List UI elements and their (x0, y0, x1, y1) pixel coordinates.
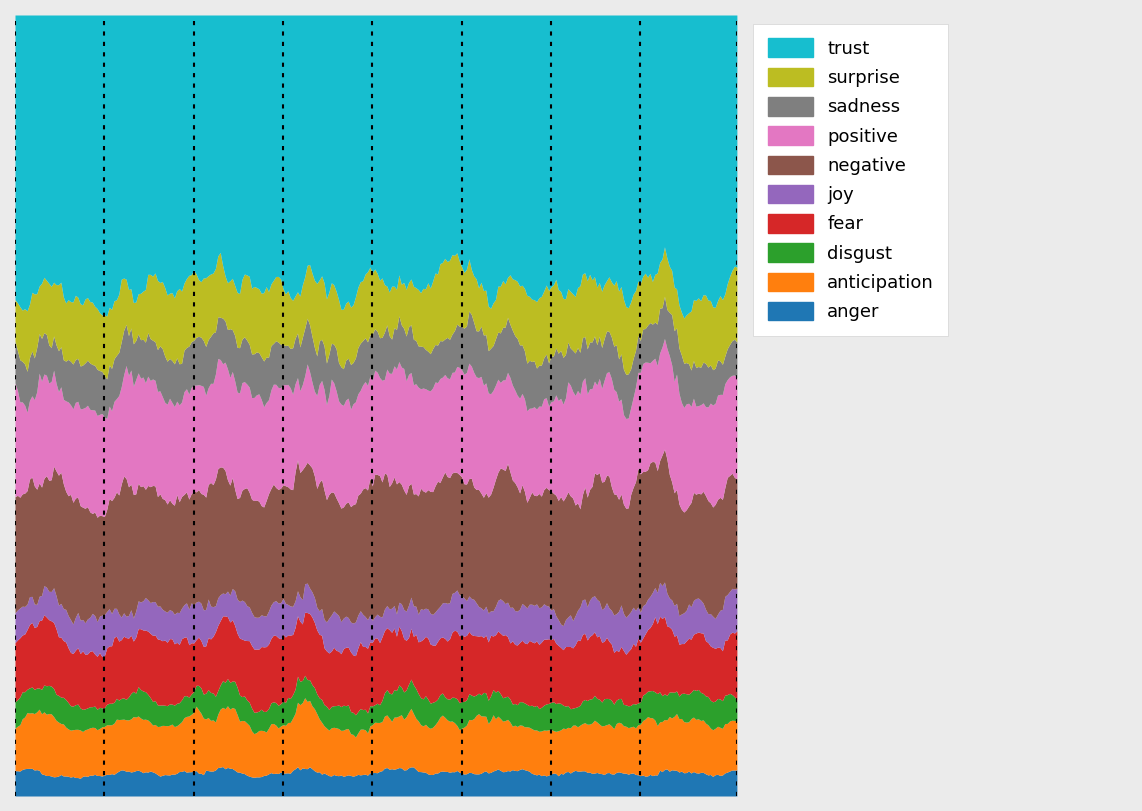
Legend: trust, surprise, sadness, positive, negative, joy, fear, disgust, anticipation, : trust, surprise, sadness, positive, nega… (753, 24, 948, 336)
